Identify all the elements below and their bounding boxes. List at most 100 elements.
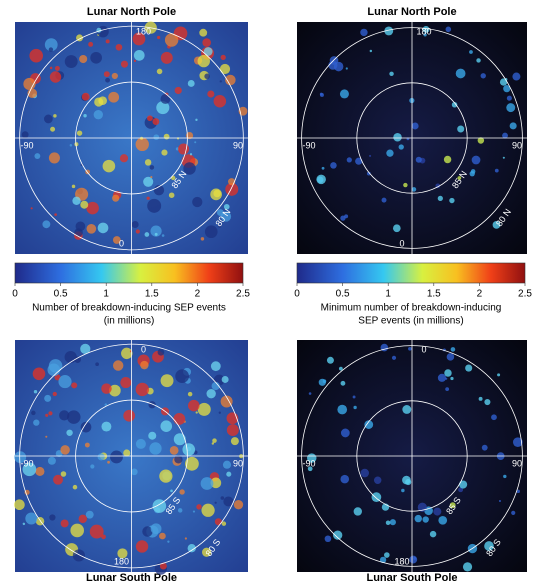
crater xyxy=(451,347,456,352)
crater xyxy=(194,141,196,143)
crater xyxy=(113,360,123,370)
crater xyxy=(76,221,86,231)
crater xyxy=(512,73,520,81)
map-label: 180 xyxy=(416,26,431,36)
crater xyxy=(341,381,346,386)
crater xyxy=(175,369,189,383)
crater xyxy=(337,405,347,415)
colorbar xyxy=(15,263,243,283)
colorbar-tick-label: 0.5 xyxy=(336,289,350,300)
crater xyxy=(346,67,348,69)
crater xyxy=(80,201,88,209)
crater xyxy=(507,96,512,101)
crater xyxy=(101,534,106,539)
crater xyxy=(353,396,356,399)
crater xyxy=(73,485,78,490)
crater xyxy=(444,369,451,376)
crater xyxy=(158,349,165,356)
crater xyxy=(50,127,55,132)
crater xyxy=(207,90,214,97)
crater xyxy=(393,224,401,232)
crater xyxy=(188,80,195,87)
crater xyxy=(86,511,94,519)
crater xyxy=(45,436,47,438)
map-label: 0 xyxy=(421,344,426,354)
crater xyxy=(155,233,158,236)
crater xyxy=(484,399,490,405)
crater xyxy=(222,521,226,525)
crater xyxy=(112,73,118,79)
crater xyxy=(444,156,451,163)
crater xyxy=(49,152,60,163)
crater xyxy=(147,197,150,200)
crater xyxy=(390,519,396,525)
map-label: -90 xyxy=(302,458,315,468)
crater xyxy=(192,197,202,207)
crater xyxy=(116,44,123,51)
crater xyxy=(42,220,50,228)
panel-title: Lunar North Pole xyxy=(367,6,456,18)
crater xyxy=(503,475,506,478)
crater xyxy=(511,511,515,515)
crater xyxy=(83,114,86,117)
crater xyxy=(123,449,130,456)
crater xyxy=(449,198,454,203)
crater xyxy=(479,397,483,401)
crater xyxy=(220,64,230,74)
crater xyxy=(161,150,167,156)
crater xyxy=(44,115,53,124)
crater xyxy=(389,72,393,76)
crater xyxy=(463,562,472,571)
colorbar-tick-label: 0.5 xyxy=(54,289,68,300)
crater xyxy=(222,376,229,383)
crater xyxy=(333,530,342,539)
crater xyxy=(25,513,37,525)
crater xyxy=(341,429,350,438)
crater xyxy=(185,537,187,539)
crater xyxy=(101,383,112,394)
crater xyxy=(416,157,422,163)
crater xyxy=(204,74,209,79)
crater xyxy=(152,118,159,125)
crater xyxy=(178,144,189,155)
crater xyxy=(66,430,72,436)
crater xyxy=(330,162,337,169)
map-label: 180 xyxy=(136,26,151,36)
panel-title: Lunar North Pole xyxy=(87,6,176,18)
crater xyxy=(148,432,156,440)
crater xyxy=(53,114,56,117)
crater xyxy=(159,533,166,540)
crater xyxy=(54,213,57,216)
crater xyxy=(386,520,391,525)
crater xyxy=(325,535,332,542)
map-label: -90 xyxy=(20,140,33,150)
crater xyxy=(79,515,87,523)
crater xyxy=(231,437,239,445)
crater xyxy=(108,92,119,103)
crater xyxy=(340,475,349,484)
crater xyxy=(31,411,35,415)
map: 18090-90085 N80 N xyxy=(297,22,527,254)
crater xyxy=(61,471,67,477)
crater xyxy=(190,153,192,155)
crater xyxy=(472,156,481,165)
crater xyxy=(201,504,214,517)
crater xyxy=(433,508,441,516)
crater xyxy=(196,411,198,413)
crater xyxy=(70,524,84,538)
crater xyxy=(499,500,501,502)
crater xyxy=(98,96,107,105)
colorbar-tick-label: 0 xyxy=(12,289,18,300)
crater xyxy=(430,531,436,537)
crater xyxy=(206,389,215,398)
crater xyxy=(95,362,99,366)
map-label: 180 xyxy=(114,556,129,566)
figure: Lunar North Pole 18090-90085 N80 N Lunar N… xyxy=(0,0,533,586)
crater xyxy=(145,232,150,237)
crater xyxy=(503,157,505,159)
crater xyxy=(161,374,174,387)
crater xyxy=(401,489,404,492)
crater xyxy=(48,411,52,415)
crater xyxy=(471,169,476,174)
